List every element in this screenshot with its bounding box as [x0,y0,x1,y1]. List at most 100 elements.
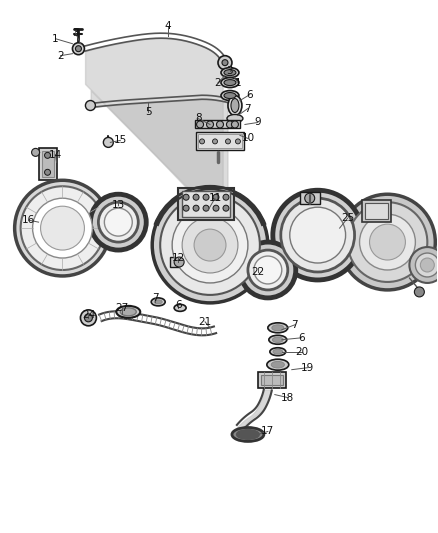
Circle shape [203,205,209,211]
Circle shape [14,180,110,276]
Circle shape [420,258,434,272]
Circle shape [339,194,435,290]
Ellipse shape [174,304,186,311]
Ellipse shape [269,335,287,344]
Circle shape [183,205,189,211]
Text: 7: 7 [152,293,159,303]
Circle shape [248,250,288,290]
Circle shape [32,148,39,156]
Text: 3: 3 [72,28,79,38]
Circle shape [218,55,232,70]
Circle shape [45,152,50,158]
Ellipse shape [270,348,286,356]
Text: 11: 11 [208,193,222,203]
Text: 20: 20 [295,347,308,357]
Text: 1: 1 [52,34,59,44]
Circle shape [240,242,296,298]
Circle shape [415,253,438,277]
Bar [198,134,242,148]
Ellipse shape [271,361,284,368]
Ellipse shape [224,93,236,99]
Bar [170,257,188,267]
Ellipse shape [216,121,223,128]
Circle shape [281,198,355,272]
Circle shape [45,169,50,175]
Ellipse shape [273,349,283,354]
Circle shape [200,139,205,144]
Bar [300,192,320,204]
Text: 7: 7 [244,103,251,114]
Circle shape [348,202,427,282]
Text: 27: 27 [116,303,129,313]
Bar [258,372,286,387]
Circle shape [90,194,146,250]
Circle shape [72,43,85,55]
Circle shape [223,205,229,211]
Ellipse shape [224,79,236,86]
Ellipse shape [231,121,238,128]
Circle shape [174,257,184,267]
Bar [182,191,230,217]
Text: 7: 7 [291,320,298,330]
Text: 4: 4 [165,21,171,31]
Ellipse shape [268,323,288,333]
Bar [42,151,53,177]
Ellipse shape [151,298,165,306]
Bar [196,132,244,150]
Ellipse shape [221,91,239,101]
Text: 19: 19 [301,362,314,373]
Circle shape [85,101,95,110]
Circle shape [193,205,199,211]
Text: 6: 6 [298,333,305,343]
Ellipse shape [221,78,239,87]
Text: 10: 10 [241,133,254,143]
Circle shape [41,206,85,250]
Circle shape [290,207,346,263]
Ellipse shape [267,359,289,370]
Circle shape [99,202,138,242]
Circle shape [236,139,240,144]
Ellipse shape [272,325,284,331]
Circle shape [370,224,406,260]
Circle shape [75,46,81,52]
Ellipse shape [227,115,243,123]
Ellipse shape [237,430,259,439]
Text: 13: 13 [112,200,125,210]
Text: 21: 21 [198,317,212,327]
Circle shape [254,256,282,284]
Circle shape [414,287,424,297]
Circle shape [32,198,92,258]
Text: 2: 2 [215,78,221,87]
Text: 24: 24 [82,310,95,320]
Bar [261,375,283,385]
Circle shape [212,139,218,144]
Ellipse shape [272,337,283,343]
Circle shape [222,60,228,66]
Ellipse shape [120,308,136,316]
Ellipse shape [228,95,242,116]
Bar [361,200,392,222]
Circle shape [203,194,209,200]
Circle shape [183,194,189,200]
Bar [39,148,57,180]
Circle shape [85,314,92,322]
Circle shape [81,310,96,326]
Ellipse shape [117,306,140,318]
Text: 6: 6 [247,90,253,100]
Circle shape [172,207,248,283]
Ellipse shape [226,121,233,128]
Bar [195,120,240,128]
Circle shape [21,186,104,270]
Text: 25: 25 [341,213,354,223]
Text: 5: 5 [145,108,152,117]
Ellipse shape [154,300,162,304]
Circle shape [104,208,132,236]
Circle shape [182,217,238,273]
Bar [364,203,389,219]
Circle shape [152,187,268,303]
Text: 12: 12 [172,253,185,263]
Text: 8: 8 [195,114,201,124]
Circle shape [226,139,230,144]
Text: 3: 3 [226,66,233,76]
Ellipse shape [197,121,204,128]
